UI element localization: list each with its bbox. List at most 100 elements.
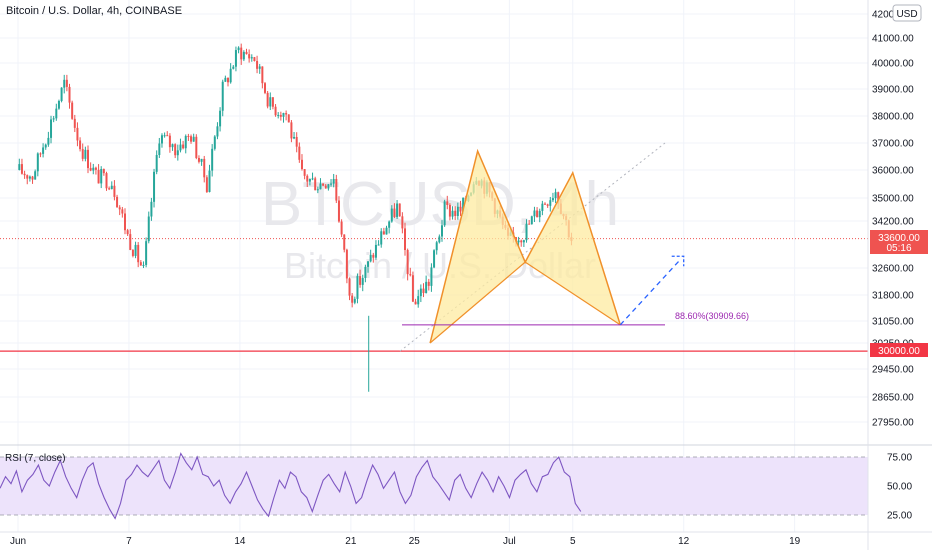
candle-body xyxy=(71,102,74,119)
candle-body xyxy=(108,188,111,190)
candle-body xyxy=(417,296,420,305)
candle-body xyxy=(100,169,103,184)
candle-body xyxy=(216,126,219,137)
candle-body xyxy=(47,137,50,145)
candle-body xyxy=(190,136,193,142)
candle xyxy=(300,154,303,171)
candle-body xyxy=(158,143,161,155)
candle-body xyxy=(121,209,124,214)
candle xyxy=(36,152,39,177)
candle xyxy=(147,211,150,244)
rsi-panel xyxy=(0,452,868,520)
candle xyxy=(71,100,74,120)
candle-body xyxy=(89,168,92,171)
currency-button[interactable]: USD xyxy=(892,4,922,22)
candle xyxy=(184,134,187,154)
candle-body xyxy=(330,183,333,185)
candle-body xyxy=(433,250,436,268)
candle xyxy=(190,134,193,144)
time-tick-label: 5 xyxy=(570,536,576,547)
candle xyxy=(396,200,399,219)
candle-body xyxy=(65,79,68,87)
candle-body xyxy=(454,210,457,216)
candle xyxy=(536,207,539,218)
candle xyxy=(348,277,351,301)
candle-body xyxy=(351,295,354,303)
candle xyxy=(163,132,166,138)
rsi-axis[interactable]: 75.00 50.00 25.00 xyxy=(887,453,912,522)
candle xyxy=(446,195,449,210)
time-tick-label: 7 xyxy=(126,536,132,547)
candle xyxy=(129,229,132,251)
candle xyxy=(118,205,121,216)
candle xyxy=(306,174,309,188)
candle-body xyxy=(94,167,97,170)
candle-body xyxy=(380,231,383,245)
candle xyxy=(367,261,370,273)
candle-body xyxy=(538,210,541,218)
candle xyxy=(520,239,523,247)
candle xyxy=(81,143,84,162)
time-tick-label: Jul xyxy=(503,536,516,547)
candle xyxy=(361,274,364,292)
candle xyxy=(256,55,259,74)
candle xyxy=(234,46,237,72)
candle-body xyxy=(308,178,311,182)
candle xyxy=(448,203,451,221)
time-axis[interactable]: Jun 7 14 21 25 Jul 5 12 19 xyxy=(10,536,801,547)
candle-body xyxy=(345,249,348,279)
candle xyxy=(398,203,401,217)
time-tick-label: Jun xyxy=(10,536,26,547)
candle-body xyxy=(105,173,108,189)
candle-body xyxy=(84,149,87,159)
candle xyxy=(242,50,245,62)
price-axis[interactable]: 42000.0041000.0040000.0039000.0038000.00… xyxy=(872,10,914,429)
candle-body xyxy=(356,276,359,299)
candle-body xyxy=(250,57,253,59)
candle xyxy=(530,215,533,225)
candle-body xyxy=(554,192,557,199)
candle-body xyxy=(232,66,235,69)
candle xyxy=(456,202,459,220)
candle-body xyxy=(332,179,335,184)
candle xyxy=(232,65,235,70)
candle xyxy=(459,200,462,216)
candle xyxy=(57,99,60,110)
candle xyxy=(84,146,87,162)
candle-body xyxy=(145,241,148,265)
level-price-tag: 30000.00 xyxy=(870,343,928,357)
candle-body xyxy=(256,60,259,69)
candle xyxy=(150,197,153,221)
pattern-xab-fill xyxy=(430,151,526,343)
candle-body xyxy=(295,136,298,147)
candle-body xyxy=(290,122,293,139)
candle xyxy=(208,164,211,193)
candle-body xyxy=(435,242,438,251)
candle xyxy=(50,115,53,144)
price-tick-label: 29450.00 xyxy=(872,365,914,376)
candle-body xyxy=(427,281,430,286)
candle-body xyxy=(31,176,34,180)
candle-body xyxy=(234,50,237,67)
candle-body xyxy=(282,113,285,117)
candle-body xyxy=(248,54,251,59)
candle-body xyxy=(79,140,82,150)
harmonic-pattern[interactable] xyxy=(399,142,685,352)
candle-body xyxy=(404,228,407,251)
time-tick-label: 19 xyxy=(789,536,801,547)
candle xyxy=(105,171,108,191)
candle-body xyxy=(224,77,227,82)
candle xyxy=(121,206,124,218)
candle xyxy=(345,248,348,284)
candle xyxy=(380,228,383,248)
candle-body xyxy=(541,203,544,211)
candle xyxy=(131,249,134,258)
candle xyxy=(240,43,243,65)
candle xyxy=(166,131,169,137)
candle xyxy=(377,240,380,246)
last-price-value: 33600.00 xyxy=(878,233,920,244)
candle xyxy=(404,222,407,256)
candle-body xyxy=(36,153,39,172)
candle-body xyxy=(253,57,256,61)
